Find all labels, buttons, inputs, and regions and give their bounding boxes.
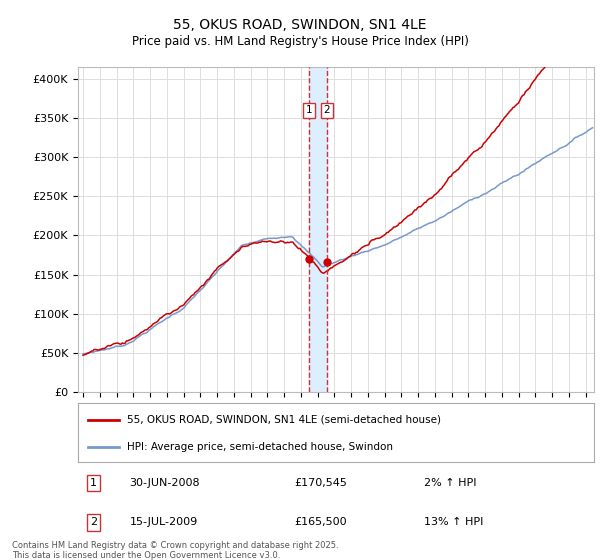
Text: 1: 1 bbox=[306, 105, 313, 115]
Text: 2% ↑ HPI: 2% ↑ HPI bbox=[424, 478, 476, 488]
Text: £170,545: £170,545 bbox=[295, 478, 347, 488]
Text: Contains HM Land Registry data © Crown copyright and database right 2025.
This d: Contains HM Land Registry data © Crown c… bbox=[12, 540, 338, 560]
Text: 13% ↑ HPI: 13% ↑ HPI bbox=[424, 517, 483, 527]
Text: £165,500: £165,500 bbox=[295, 517, 347, 527]
Text: 2: 2 bbox=[90, 517, 97, 527]
Text: HPI: Average price, semi-detached house, Swindon: HPI: Average price, semi-detached house,… bbox=[127, 442, 393, 452]
Text: Price paid vs. HM Land Registry's House Price Index (HPI): Price paid vs. HM Land Registry's House … bbox=[131, 35, 469, 49]
Text: 30-JUN-2008: 30-JUN-2008 bbox=[130, 478, 200, 488]
Text: 1: 1 bbox=[90, 478, 97, 488]
Text: 15-JUL-2009: 15-JUL-2009 bbox=[130, 517, 198, 527]
Bar bbox=[309, 67, 326, 392]
Text: 2: 2 bbox=[323, 105, 330, 115]
Text: 55, OKUS ROAD, SWINDON, SN1 4LE: 55, OKUS ROAD, SWINDON, SN1 4LE bbox=[173, 18, 427, 32]
Text: 55, OKUS ROAD, SWINDON, SN1 4LE (semi-detached house): 55, OKUS ROAD, SWINDON, SN1 4LE (semi-de… bbox=[127, 414, 441, 424]
